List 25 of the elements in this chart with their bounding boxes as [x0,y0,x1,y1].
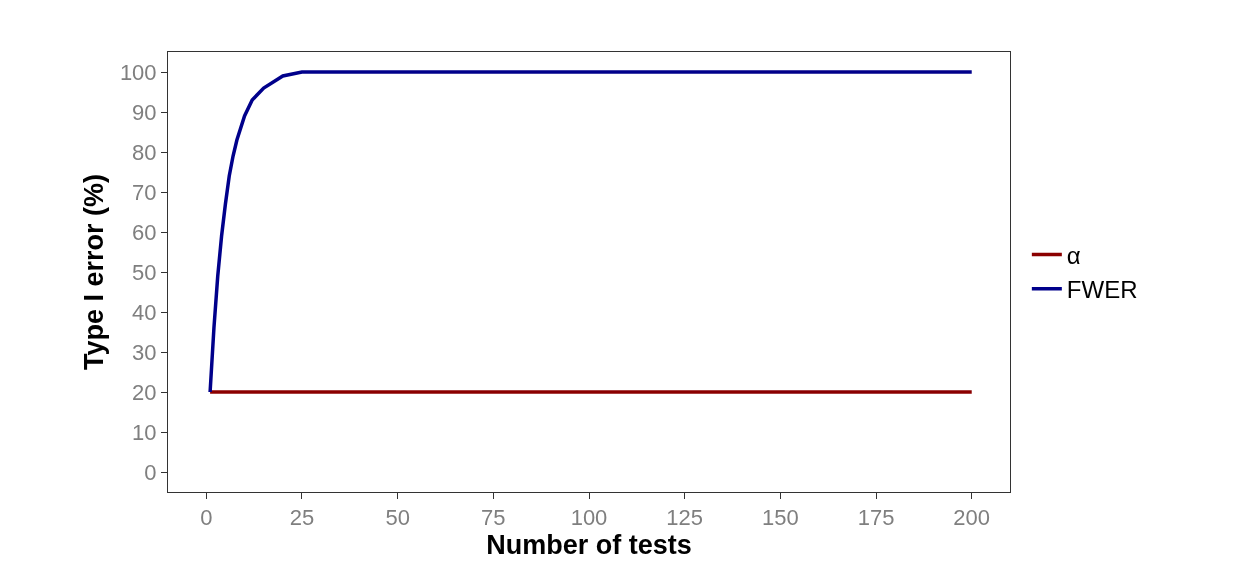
y-tick-label: 40 [132,299,157,325]
legend-label: α [1066,241,1081,269]
y-tick-label: 20 [132,379,157,405]
x-tick-label: 75 [481,505,506,531]
y-tick-label: 60 [132,219,157,245]
x-tick-label: 50 [385,505,410,531]
y-tick-label: 100 [119,59,157,85]
y-tick-label: 50 [132,259,157,285]
y-tick-label: 70 [132,179,157,205]
legend-label: FWER [1066,276,1138,304]
x-axis-title: Number of tests [486,530,692,561]
x-tick-label: 150 [762,505,799,531]
x-tick-label: 175 [857,505,895,531]
y-tick-label: 30 [132,339,157,365]
y-tick-label: 10 [132,419,157,445]
x-tick-label: 0 [200,505,213,531]
y-tick-label: 0 [144,459,157,485]
x-tick-label: 100 [570,505,608,531]
y-axis-title: Type I error (%) [78,173,109,371]
x-tick-label: 25 [289,505,315,531]
y-tick-label: 90 [132,99,157,125]
x-tick-label: 125 [666,505,704,531]
x-tick-label: 200 [953,505,991,531]
line-series [208,70,974,394]
y-tick-label: 80 [132,139,157,165]
